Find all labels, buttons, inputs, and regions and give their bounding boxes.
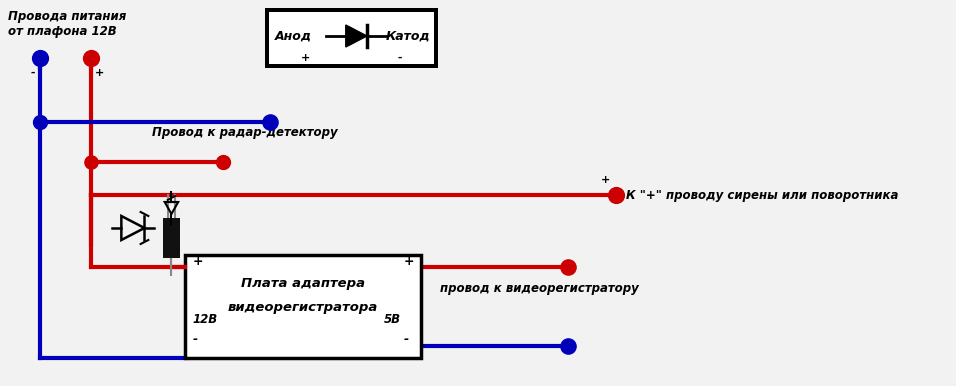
- Text: Плата адаптера: Плата адаптера: [241, 276, 365, 290]
- Text: К "+" проводу сирены или поворотника: К "+" проводу сирены или поворотника: [626, 188, 899, 201]
- Text: -: -: [403, 333, 409, 346]
- Point: [560, 264, 576, 270]
- Text: +: +: [601, 175, 610, 185]
- Point: [262, 119, 277, 125]
- Text: +: +: [403, 255, 414, 268]
- Bar: [163, 218, 180, 258]
- Point: [84, 55, 99, 61]
- Text: -: -: [31, 68, 35, 78]
- Text: Катод: Катод: [386, 29, 430, 42]
- Point: [84, 159, 99, 165]
- Bar: [265, 8, 438, 68]
- Point: [560, 343, 576, 349]
- Text: Провод к радар-детектору: Провод к радар-детектору: [152, 126, 337, 139]
- Text: -: -: [398, 53, 402, 63]
- Text: 12В: 12В: [192, 313, 218, 326]
- Text: Провода питания
от плафона 12В: Провода питания от плафона 12В: [8, 10, 126, 38]
- Text: 5В: 5В: [384, 313, 402, 326]
- Text: +: +: [95, 68, 104, 78]
- Polygon shape: [346, 25, 367, 47]
- Text: -: -: [192, 333, 198, 346]
- Point: [33, 55, 48, 61]
- Text: видеорегистратора: видеорегистратора: [228, 300, 379, 313]
- Point: [33, 119, 48, 125]
- Point: [216, 159, 231, 165]
- Text: Анод: Анод: [274, 29, 312, 42]
- Bar: [185, 255, 421, 358]
- Point: [609, 192, 624, 198]
- Text: провод к видеорегистратору: провод к видеорегистратору: [440, 282, 639, 295]
- Text: +: +: [300, 53, 310, 63]
- Text: +: +: [192, 255, 203, 268]
- Bar: [269, 12, 434, 64]
